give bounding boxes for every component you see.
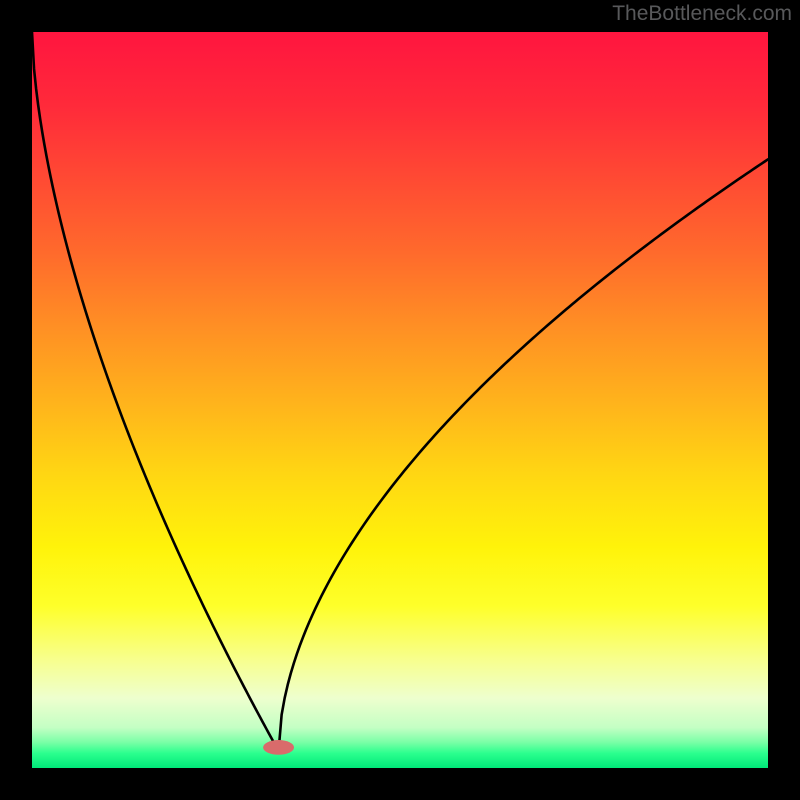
chart-frame: TheBottleneck.com [0, 0, 800, 800]
plot-area [32, 32, 768, 768]
gradient-background [32, 32, 768, 768]
bottleneck-curve-chart [32, 32, 768, 768]
watermark-label: TheBottleneck.com [612, 2, 792, 26]
optimum-marker [263, 740, 294, 755]
